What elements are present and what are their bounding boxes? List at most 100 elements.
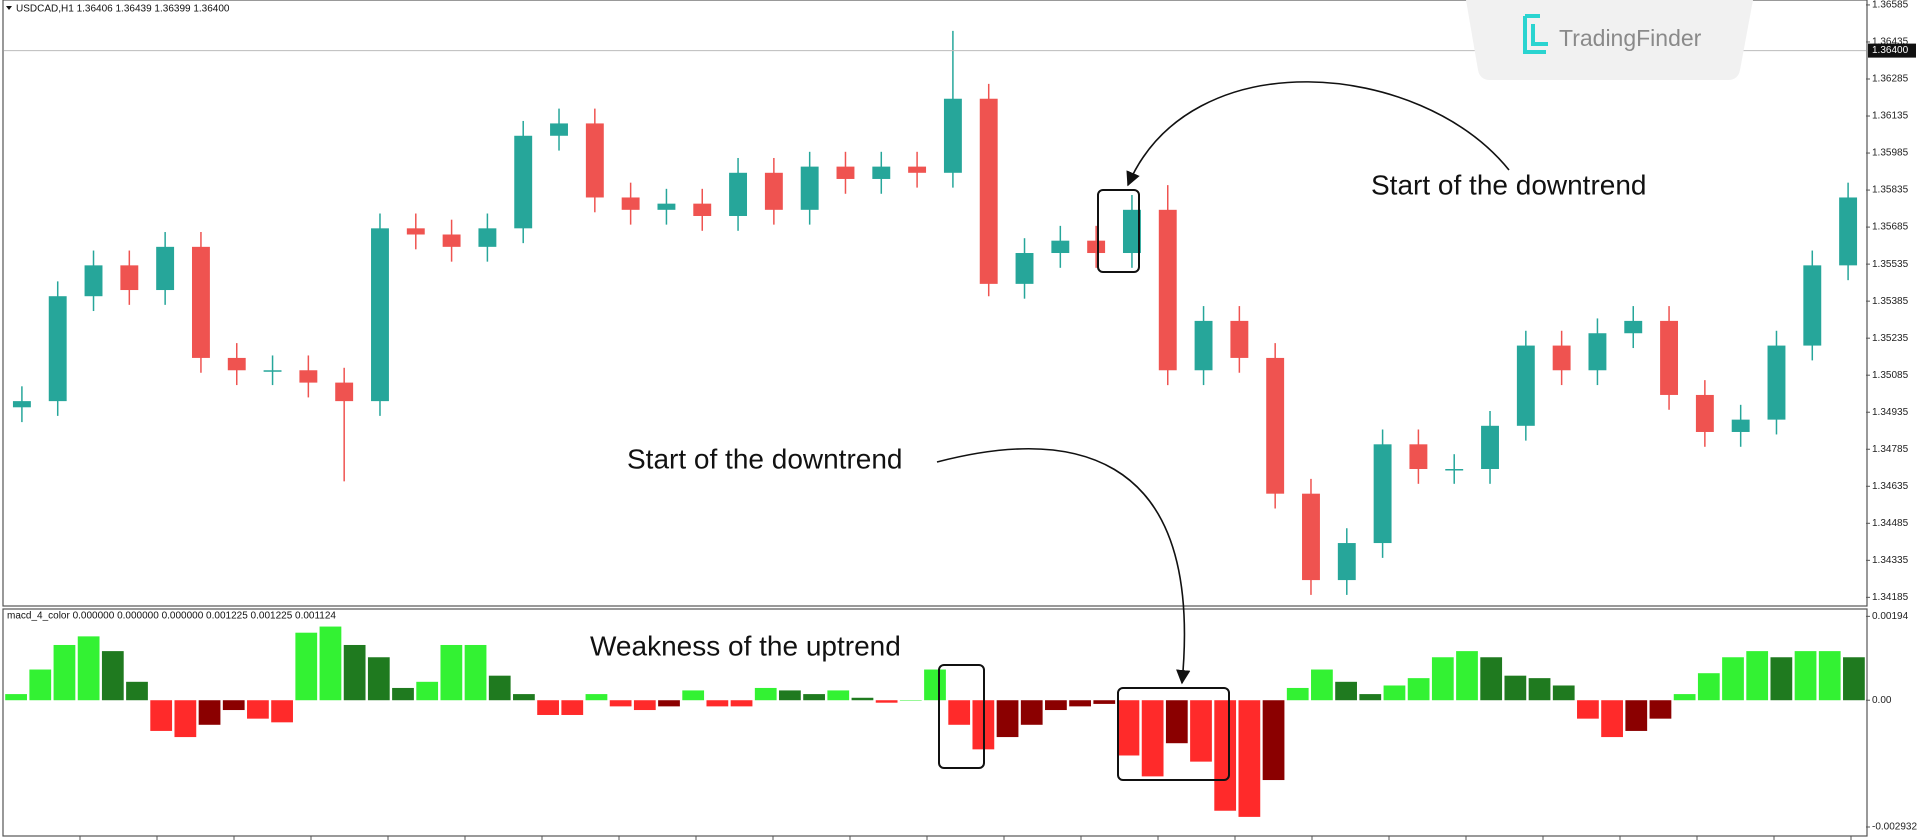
candle-body xyxy=(1624,320,1643,334)
y-tick-label: 1.36585 xyxy=(1872,0,1909,11)
candle-body xyxy=(1481,425,1499,470)
histogram-bar xyxy=(1770,657,1793,701)
candle-body xyxy=(12,401,31,408)
histogram-bar xyxy=(1214,700,1237,811)
candle-body xyxy=(120,265,139,291)
histogram-bar xyxy=(1818,651,1841,701)
histogram-bar xyxy=(126,681,148,701)
histogram-bar xyxy=(1238,700,1261,817)
histogram-bar xyxy=(198,700,221,725)
annotation-arrow xyxy=(936,448,1191,685)
candle-body xyxy=(1803,265,1822,346)
histogram-bar xyxy=(537,700,559,715)
candle-body xyxy=(550,123,568,136)
histogram-bar xyxy=(1069,700,1091,707)
highlight-box xyxy=(1117,687,1230,781)
histogram-bar xyxy=(1480,657,1503,701)
highlight-box xyxy=(1097,189,1140,273)
histogram-bar xyxy=(174,700,197,738)
histogram-bar xyxy=(53,644,76,701)
candle-body xyxy=(1122,209,1141,254)
y-tick-label: 1.35085 xyxy=(1872,370,1909,381)
histogram-bar xyxy=(1843,657,1865,701)
histogram-bar xyxy=(1722,657,1744,701)
histogram-bar xyxy=(513,694,535,701)
candle-body xyxy=(335,382,354,402)
plot-layer: 1.36585 1.36435 1.36285 1.36135 1.35985 1.358… xyxy=(4,0,1917,840)
histogram-bar xyxy=(1093,700,1116,704)
candle-body xyxy=(657,203,676,210)
histogram-bar xyxy=(77,636,100,701)
candle-body xyxy=(764,172,783,210)
candle-body xyxy=(1158,209,1177,371)
histogram-bar xyxy=(779,690,801,701)
candle-body xyxy=(943,98,962,173)
histogram-bar xyxy=(5,694,27,701)
y-tick-label: 0.00194 xyxy=(1872,611,1909,622)
y-tick-label: 1.35985 xyxy=(1872,148,1909,159)
histogram-bar xyxy=(682,690,705,701)
logo-icon xyxy=(1523,14,1548,54)
histogram-bar xyxy=(1311,669,1333,701)
y-tick-label: -0.002932 xyxy=(1872,822,1917,833)
candle-body xyxy=(1266,357,1285,494)
price-panel-frame xyxy=(2,0,1868,607)
histogram-bar xyxy=(247,700,269,719)
histogram-bar xyxy=(440,644,463,701)
highlight-box xyxy=(938,664,985,769)
histogram-bar xyxy=(803,694,825,701)
histogram-bar xyxy=(754,687,777,701)
histogram-bar xyxy=(1141,700,1164,777)
histogram-bar xyxy=(464,644,487,701)
histogram-bar xyxy=(1577,700,1599,719)
candle-body xyxy=(908,166,927,173)
y-tick-label: 1.35835 xyxy=(1872,185,1909,196)
histogram-bar xyxy=(488,675,511,701)
candle-body xyxy=(84,265,103,297)
histogram-bar xyxy=(1456,651,1478,701)
histogram-bar xyxy=(416,681,439,701)
candle-body xyxy=(263,370,282,372)
candle-body xyxy=(1445,469,1464,471)
histogram-bar xyxy=(924,669,946,701)
histogram-bar xyxy=(1117,700,1140,756)
candle-body xyxy=(1087,240,1106,254)
candle-body xyxy=(1373,444,1392,544)
histogram-bar xyxy=(150,700,173,731)
histogram-bar xyxy=(609,700,632,707)
candle-body xyxy=(1051,240,1070,254)
candle-body xyxy=(156,246,175,291)
histogram-bar xyxy=(1552,685,1575,701)
histogram-bar xyxy=(1020,700,1043,725)
candle-body xyxy=(1302,493,1320,581)
logo-text: TradingFinder xyxy=(1559,25,1702,51)
histogram-bar xyxy=(1262,700,1285,781)
histogram-bar xyxy=(1165,700,1188,744)
histogram-bar xyxy=(1359,694,1382,701)
indicator-header: macd_4_color 0.000000 0.000000 0.000000 … xyxy=(7,611,336,622)
histogram-bar xyxy=(1407,678,1430,701)
histogram-bar xyxy=(1625,700,1648,731)
candle-body xyxy=(1767,345,1786,420)
candle-body xyxy=(1839,197,1858,266)
histogram-bar xyxy=(1528,678,1551,701)
candle-body xyxy=(872,166,891,179)
histogram-bar xyxy=(1697,673,1720,701)
y-tick-label: 1.35535 xyxy=(1872,259,1909,270)
histogram-bar xyxy=(730,700,753,707)
symbol-menu-icon[interactable] xyxy=(6,6,12,10)
histogram-bar xyxy=(1673,694,1696,701)
annotation-label: Weakness of the uptrend xyxy=(590,630,901,661)
histogram-bar xyxy=(392,687,414,701)
candle-body xyxy=(1194,320,1213,371)
indicator-panel-frame xyxy=(2,608,1868,837)
histogram-bar xyxy=(633,700,656,711)
y-tick-label: 1.34785 xyxy=(1872,444,1909,455)
histogram-bar xyxy=(1286,687,1309,701)
y-tick-label: 1.35235 xyxy=(1872,333,1909,344)
histogram-bar xyxy=(561,700,584,715)
logo-badge xyxy=(1466,0,1753,80)
candle-body xyxy=(478,228,497,247)
candle-body xyxy=(585,123,604,198)
